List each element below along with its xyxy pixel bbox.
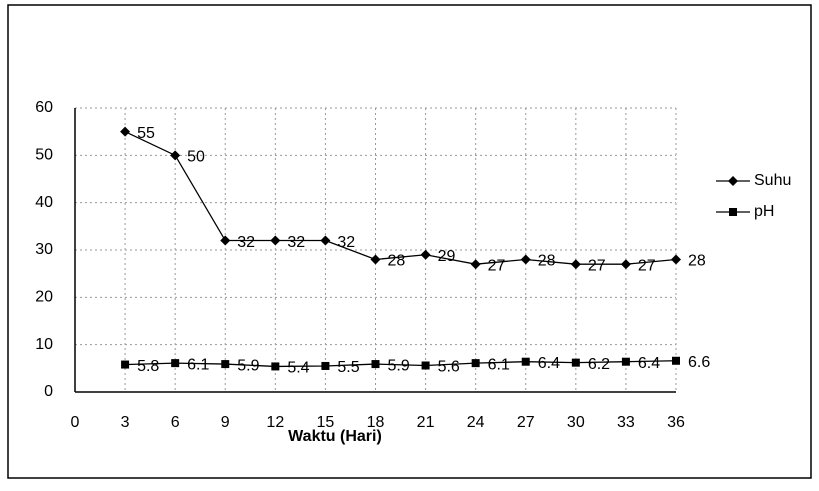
x-tick-label: 33 [617,414,635,431]
legend-label: Suhu [754,172,791,189]
data-point [620,259,631,270]
y-tick-label: 40 [35,194,53,211]
y-tick-label: 60 [35,99,53,116]
x-tick-label: 18 [367,414,385,431]
x-tick-label: 3 [121,414,130,431]
data-label: 28 [688,253,706,270]
data-point [170,150,181,161]
data-label: 5.9 [237,357,259,374]
data-label: 6.2 [588,356,610,373]
series-line [124,131,677,265]
x-tick-label: 24 [467,414,485,431]
data-point [270,235,281,246]
data-point [570,259,581,270]
data-point [421,361,430,370]
data-point [121,360,130,369]
data-label: 32 [337,234,355,251]
y-tick-label: 20 [35,289,53,306]
data-label: 32 [237,234,255,251]
data-label: 28 [388,253,406,270]
data-point [370,254,381,265]
x-tick-label: 6 [171,414,180,431]
data-label: 5.8 [137,358,159,375]
legend-label: pH [754,203,774,220]
data-label: 32 [287,234,305,251]
x-tick-label: 36 [667,414,685,431]
data-point [672,356,680,365]
x-tick-label: 30 [567,414,585,431]
data-label: 50 [187,149,205,166]
data-label: 28 [538,253,556,270]
data-label: 6.1 [488,356,510,373]
data-label: 6.4 [638,355,660,372]
x-tick-label: 27 [517,414,535,431]
x-tick-label: 12 [266,414,284,431]
legend-marker [728,176,738,186]
data-label: 27 [588,257,606,274]
legend-marker [729,208,737,216]
data-point [470,259,481,270]
x-tick-label: 15 [317,414,335,431]
data-point [621,357,630,366]
data-label: 5.5 [337,359,359,376]
data-point [521,357,530,366]
x-tick-label: 0 [71,414,80,431]
data-point [520,254,531,265]
data-point [671,254,681,265]
data-point [271,362,280,371]
data-point [471,359,480,368]
x-tick-label: 9 [221,414,230,431]
series-line [125,360,677,368]
y-tick-label: 0 [44,383,53,400]
data-label: 6.4 [538,355,560,372]
data-label: 29 [438,248,456,265]
data-point [320,235,331,246]
data-label: 5.9 [388,357,410,374]
data-point [571,358,580,367]
data-label: 27 [488,257,506,274]
chart-frame [7,4,812,479]
data-point [220,235,231,246]
data-point [120,126,131,137]
data-label: 5.4 [287,360,309,377]
data-point [321,361,330,370]
data-point [171,359,180,368]
y-tick-label: 30 [35,241,53,258]
data-point [420,249,431,260]
x-axis-label: Waktu (Hari) [288,428,382,445]
x-tick-label: 21 [417,414,435,431]
data-label: 6.6 [688,354,710,371]
y-tick-label: 10 [35,336,53,353]
data-label: 27 [638,257,656,274]
data-point [371,360,380,369]
data-label: 55 [137,125,155,142]
y-tick-label: 50 [35,147,53,164]
data-label: 5.6 [438,359,460,376]
data-label: 6.1 [187,356,209,373]
data-point [221,360,230,369]
